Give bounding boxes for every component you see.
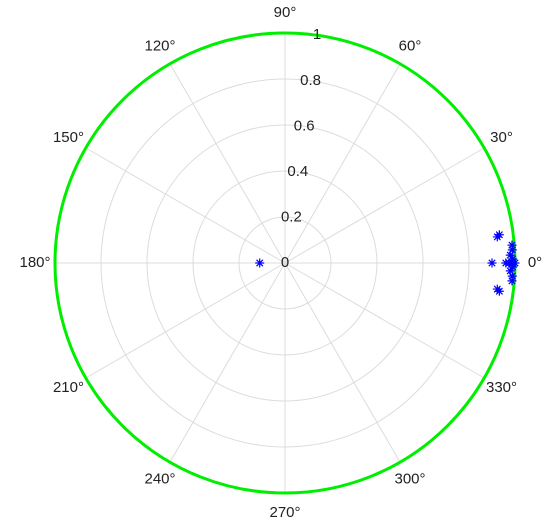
data-point xyxy=(494,230,504,240)
grid-spoke xyxy=(284,147,485,264)
theta-tick-label: 0° xyxy=(528,254,542,271)
theta-tick-label: 30° xyxy=(490,129,513,146)
grid-spoke xyxy=(85,262,286,379)
r-tick-label: 0 xyxy=(281,254,289,271)
data-point xyxy=(507,271,517,281)
r-tick-label: 1 xyxy=(313,26,321,43)
r-tick-label: 0.2 xyxy=(281,208,302,225)
data-point xyxy=(487,258,497,268)
grid-spoke xyxy=(169,63,286,264)
theta-tick-label: 60° xyxy=(399,37,422,54)
r-tick-label: 0.6 xyxy=(294,117,315,134)
theta-tick-label: 270° xyxy=(269,504,300,521)
theta-tick-label: 120° xyxy=(144,37,175,54)
data-point xyxy=(507,240,517,250)
data-point xyxy=(507,276,517,286)
theta-tick-label: 240° xyxy=(144,470,175,487)
data-point xyxy=(504,258,514,268)
data-point xyxy=(507,245,517,255)
data-point xyxy=(505,266,515,276)
r-tick-label: 0.8 xyxy=(300,72,321,89)
data-point xyxy=(505,250,515,260)
data-point xyxy=(494,286,504,296)
r-tick-label: 0.4 xyxy=(287,163,308,180)
data-point xyxy=(508,262,518,272)
grid-spoke xyxy=(169,262,286,463)
theta-tick-label: 180° xyxy=(19,254,50,271)
theta-tick-label: 330° xyxy=(486,379,517,396)
data-point xyxy=(255,258,265,268)
theta-tick-label: 210° xyxy=(53,379,84,396)
grid-spoke xyxy=(284,262,401,463)
grid-spoke xyxy=(85,147,286,264)
grid-spoke xyxy=(284,262,485,379)
data-point xyxy=(510,258,520,268)
theta-tick-label: 90° xyxy=(274,4,297,21)
theta-tick-label: 150° xyxy=(53,129,84,146)
theta-tick-label: 300° xyxy=(394,470,425,487)
grid-spoke xyxy=(284,63,401,264)
data-point xyxy=(508,254,518,264)
